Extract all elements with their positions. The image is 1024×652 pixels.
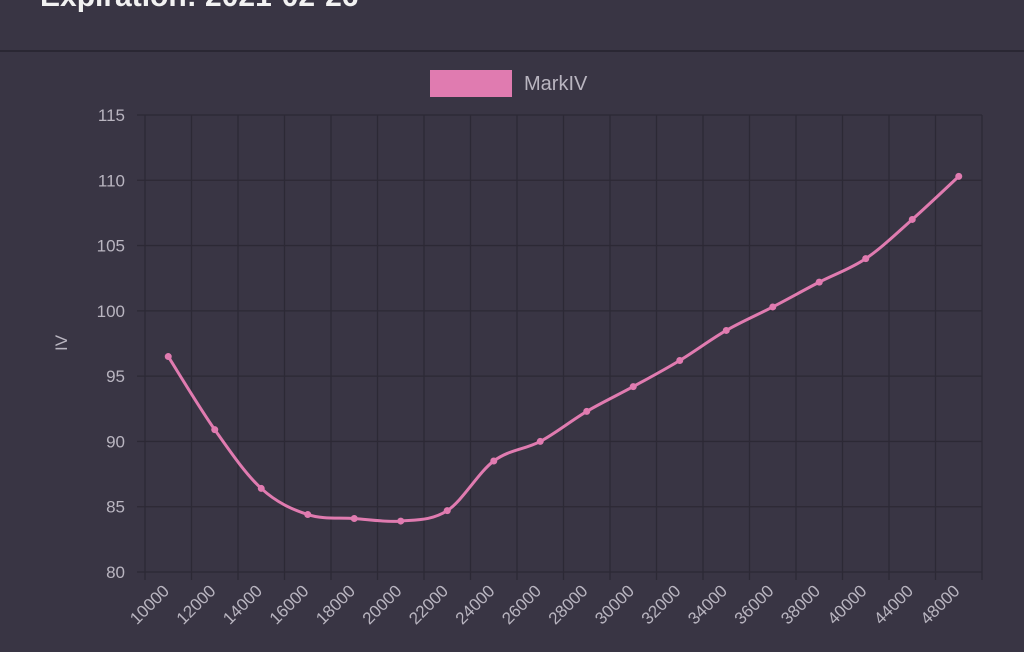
x-tick-label: 36000: [731, 581, 778, 628]
data-point: [676, 356, 684, 364]
y-tick-label: 95: [106, 367, 125, 386]
data-point: [164, 353, 172, 361]
x-tick-label: 32000: [638, 581, 685, 628]
data-point: [629, 383, 637, 391]
y-tick-label: 105: [97, 237, 125, 256]
data-point: [397, 517, 405, 525]
data-point: [862, 255, 870, 263]
x-tick-label: 18000: [312, 581, 359, 628]
x-tick-label: 48000: [917, 581, 964, 628]
data-point: [722, 326, 730, 334]
x-tick-label: 12000: [173, 581, 220, 628]
data-point: [908, 215, 916, 223]
x-tick-label: 26000: [498, 581, 545, 628]
x-tick-label: 16000: [266, 581, 313, 628]
data-point: [257, 484, 265, 492]
data-point: [583, 407, 591, 415]
x-tick-label: 40000: [824, 581, 871, 628]
y-tick-label: 115: [98, 106, 125, 125]
y-axis-label: IV: [52, 334, 71, 351]
x-tick-label: 30000: [591, 581, 638, 628]
legend-swatch: [430, 70, 512, 97]
data-point: [350, 514, 358, 522]
x-tick-label: 20000: [359, 581, 406, 628]
x-tick-label: 24000: [452, 581, 499, 628]
data-point: [536, 437, 544, 445]
y-tick-label: 80: [106, 563, 125, 582]
data-point: [955, 172, 963, 180]
data-point: [443, 507, 451, 515]
x-tick-label: 14000: [219, 581, 266, 628]
page-title: Expiration: 2021-02-26: [40, 0, 358, 13]
legend-label: MarkIV: [524, 73, 588, 95]
y-tick-label: 90: [106, 432, 125, 451]
x-tick-label: 44000: [870, 581, 917, 628]
x-tick-label: 38000: [777, 581, 824, 628]
data-point: [815, 278, 823, 286]
x-tick-label: 22000: [405, 581, 452, 628]
x-tick-label: 10000: [126, 581, 173, 628]
x-tick-label: 28000: [545, 581, 592, 628]
data-point: [769, 303, 777, 311]
y-tick-label: 100: [97, 302, 125, 321]
data-point: [304, 511, 312, 519]
data-point: [211, 426, 219, 434]
x-tick-label: 34000: [684, 581, 731, 628]
y-tick-label: 110: [98, 171, 125, 190]
data-point: [490, 457, 498, 465]
y-tick-label: 85: [106, 498, 125, 517]
